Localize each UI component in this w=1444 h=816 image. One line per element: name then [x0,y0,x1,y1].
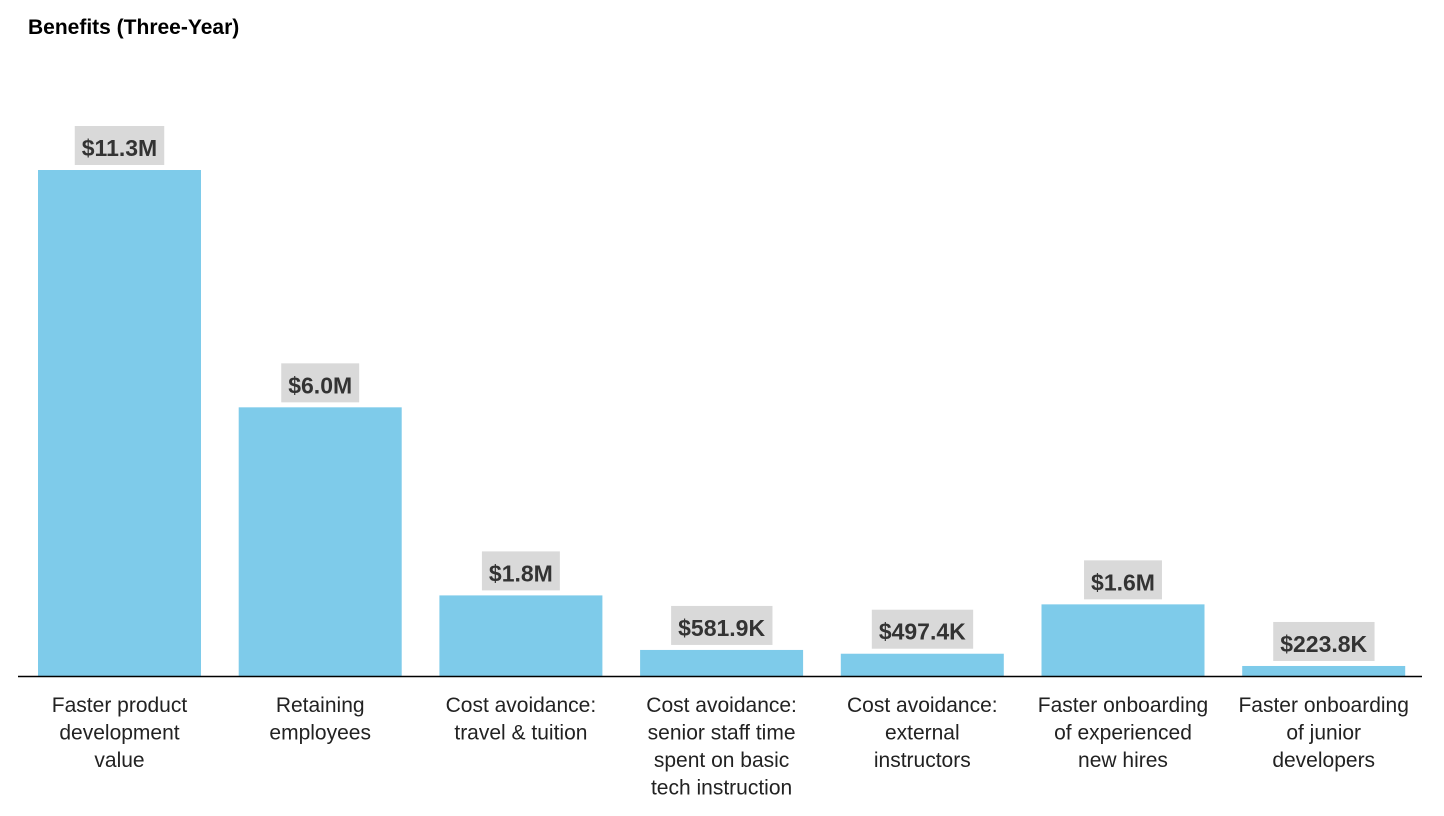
category-label: Cost avoidance: travel & tuition [446,694,597,745]
data-label-background [481,551,560,591]
category-label-line: travel & tuition [454,722,587,745]
data-labels-layer: $11.3M $6.0M $1.8M $581.9K $497.4K $1.6M $223.… [74,126,1375,661]
data-label-text: $1.6M [1091,569,1155,595]
data-label-text: $1.8M [489,560,553,586]
data-label: $1.6M [1084,560,1162,600]
data-label: $11.3M [74,126,165,165]
category-label-line: Faster onboarding [1238,694,1408,717]
category-label: Retaining employees [269,694,371,745]
category-label-line: developers [1272,749,1375,772]
data-label-text: $11.3M [82,135,157,161]
category-label: Faster onboarding of junior developers [1238,694,1408,772]
category-label: Faster onboarding of experienced new hires [1038,694,1208,772]
data-label-text: $6.0M [288,372,352,398]
category-label-line: tech instruction [651,777,792,800]
category-label-line: Faster onboarding [1038,694,1208,717]
bar [439,595,603,676]
category-labels-layer: Faster product development value Retaining e… [52,694,1409,800]
bar [1041,604,1205,676]
data-label-background [1273,621,1375,661]
category-label-line: of junior [1286,722,1361,745]
category-label-line: external [885,722,960,745]
category-label: Faster product development value [52,694,188,772]
bar [640,649,804,676]
category-label-line: Cost avoidance: [446,694,597,717]
bar [38,170,201,676]
data-label-background [671,605,773,645]
bar [238,407,402,676]
data-label-background [871,609,974,649]
bars-layer [38,170,1406,676]
data-label: $6.0M [281,363,360,403]
data-label: $497.4K [871,609,974,649]
data-label: $581.9K [671,605,773,645]
category-label-line: new hires [1078,749,1168,772]
bar [840,653,1004,676]
category-label-line: instructors [874,749,971,772]
category-label: Cost avoidance: external instructors [847,694,998,772]
data-label-background [281,363,360,403]
data-label-background [1084,560,1162,600]
data-label: $1.8M [481,551,560,591]
category-label-line: spent on basic [654,749,789,772]
category-label-line: value [94,749,144,772]
data-label-text: $581.9K [678,615,765,641]
data-label-text: $497.4K [879,619,966,645]
category-label-line: of experienced [1054,722,1192,745]
category-label-line: development [59,722,179,745]
bar [1242,665,1406,676]
chart-title: Benefits (Three-Year) [28,16,240,39]
data-label: $223.8K [1273,621,1375,661]
category-label-line: Retaining [276,694,365,717]
category-label-line: employees [269,722,371,745]
category-label-line: Faster product [52,694,188,717]
category-label: Cost avoidance: senior staff time spent on… [646,694,797,800]
category-label-line: senior staff time [648,722,796,745]
data-label-text: $223.8K [1280,631,1367,657]
category-label-line: Cost avoidance: [847,694,998,717]
category-label-line: Cost avoidance: [646,694,797,717]
data-label-background [74,126,165,165]
